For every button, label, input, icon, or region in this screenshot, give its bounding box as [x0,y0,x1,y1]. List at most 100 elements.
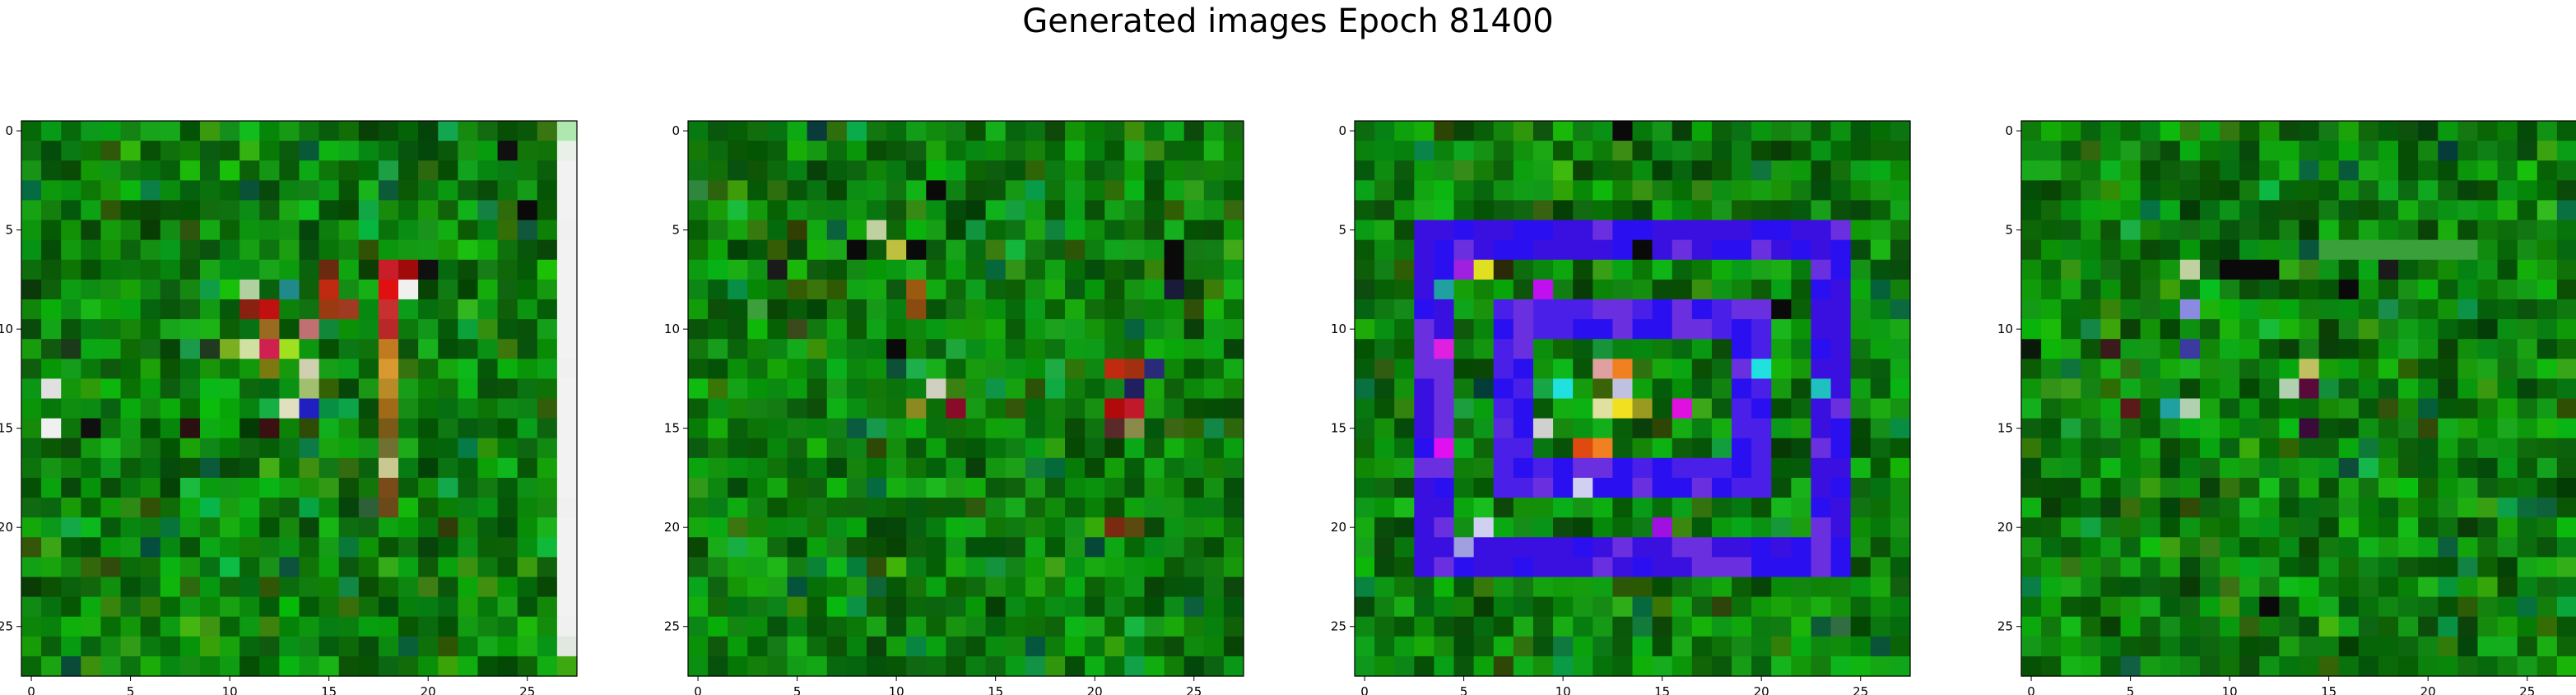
image-cell [140,398,161,419]
image-cell [1830,616,1852,637]
image-cell [926,319,946,340]
image-cell [846,636,867,657]
image-cell [438,398,458,419]
image-cell [537,180,558,202]
image-cell [1513,279,1534,300]
image-cell [1005,656,1026,677]
image-cell [1124,577,1146,598]
image-cell [906,279,927,300]
image-cell [1672,121,1693,141]
image-cell [1593,141,1613,161]
image-cell [239,577,260,598]
image-cell [497,299,518,320]
image-cell [338,200,360,221]
image-cell [1493,656,1514,677]
image-cell [1771,457,1792,479]
image-cell [438,160,458,181]
image-cell [2081,378,2102,400]
image-cell [1612,160,1634,181]
image-cell [21,239,42,261]
image-cell [2160,239,2181,261]
image-cell [1811,457,1832,479]
image-cell [418,418,439,439]
image-cell [1532,220,1554,241]
image-cell [1890,220,1911,241]
image-cell [2279,557,2300,578]
image-cell [458,636,479,657]
image-cell [2061,616,2081,637]
image-cell [1751,121,1772,141]
image-cell [21,457,42,479]
image-cell [2140,596,2161,618]
image-cell [61,279,81,300]
image-cell [2140,498,2161,518]
image-cell [807,656,828,677]
image-cell [259,121,280,141]
image-cell [1223,378,1244,400]
image-cell [418,477,439,498]
image-cell [2477,398,2499,419]
image-cell [41,378,62,400]
image-cell [1573,438,1593,459]
image-cell [1870,279,1891,300]
image-cell [1751,239,1772,261]
image-cell [1104,299,1125,320]
image-cell [1183,339,1205,359]
image-cell [120,577,142,598]
image-cell [378,457,399,479]
image-cell [1394,359,1415,379]
image-cell [1652,359,1673,379]
image-cell [2061,577,2081,598]
image-cell [1850,616,1872,637]
image-cell [747,418,769,439]
image-cell [688,477,709,498]
image-cell [477,596,499,618]
image-cell [140,239,161,261]
image-cell [1791,596,1812,618]
image-cell [2279,517,2300,538]
image-cell [1791,259,1812,280]
image-cell [2140,160,2161,181]
y-tick-label: 0 [1338,123,1346,138]
image-cell [299,160,320,181]
image-cell [497,477,518,498]
image-cell [926,180,946,202]
image-cell [179,596,201,618]
image-cell [160,616,181,637]
image-cell [1612,200,1634,221]
image-cell [1751,457,1772,479]
image-cell [906,656,927,677]
image-cell [1513,180,1534,202]
image-cell [2179,180,2201,202]
image-cell [259,457,280,479]
image-cell [2457,477,2479,498]
image-cell [2259,220,2280,241]
image-cell [886,438,907,459]
image-cell [1144,180,1165,202]
image-cell [1164,438,1185,459]
image-cell [2378,180,2399,202]
image-cell [807,200,828,221]
image-cell [2220,180,2240,202]
image-cell [41,418,62,439]
image-cell [2536,438,2558,459]
image-cell [2259,141,2280,161]
image-cell [2160,457,2181,479]
image-cell [1493,438,1514,459]
image-cell [1672,180,1693,202]
image-cell [2259,339,2280,359]
image-cell [2100,457,2122,479]
image-cell [2556,616,2576,637]
image-cell [2279,577,2300,598]
image-cell [2338,656,2360,677]
image-cell [1711,259,1732,280]
image-cell [1044,596,1066,618]
image-cell [2279,200,2300,221]
image-cell [100,616,122,637]
image-cell [1005,359,1026,379]
image-cell [2418,616,2439,637]
image-cell [946,141,967,161]
image-cell [2398,398,2419,419]
image-cell [708,577,728,598]
image-cell [1085,517,1105,538]
